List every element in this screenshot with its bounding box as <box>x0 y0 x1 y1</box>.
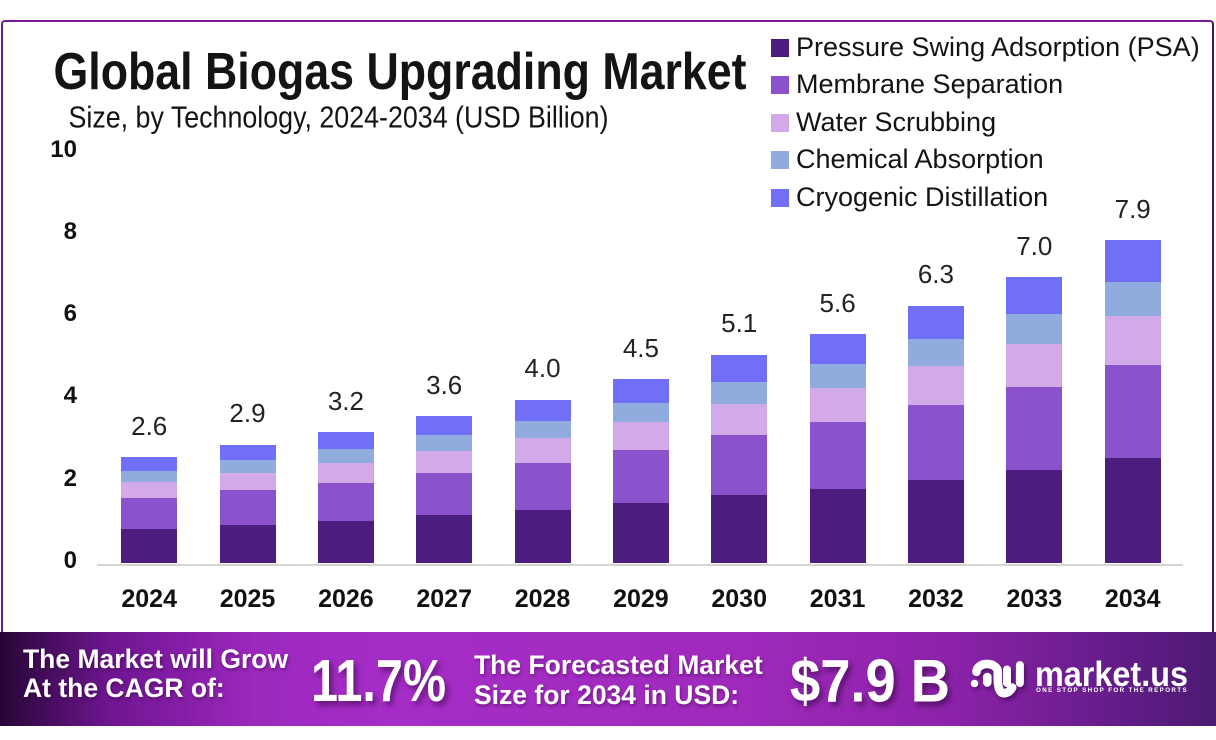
svg-text:$7.9 B: $7.9 B <box>790 648 950 715</box>
svg-text:Size, by Technology, 2024-2034: Size, by Technology, 2024-2034 (USD Bill… <box>69 101 609 135</box>
svg-text:11.7%: 11.7% <box>311 648 446 714</box>
svg-text:market.us: market.us <box>1035 654 1188 694</box>
svg-text:Global Biogas Upgrading Market: Global Biogas Upgrading Market <box>54 43 747 101</box>
